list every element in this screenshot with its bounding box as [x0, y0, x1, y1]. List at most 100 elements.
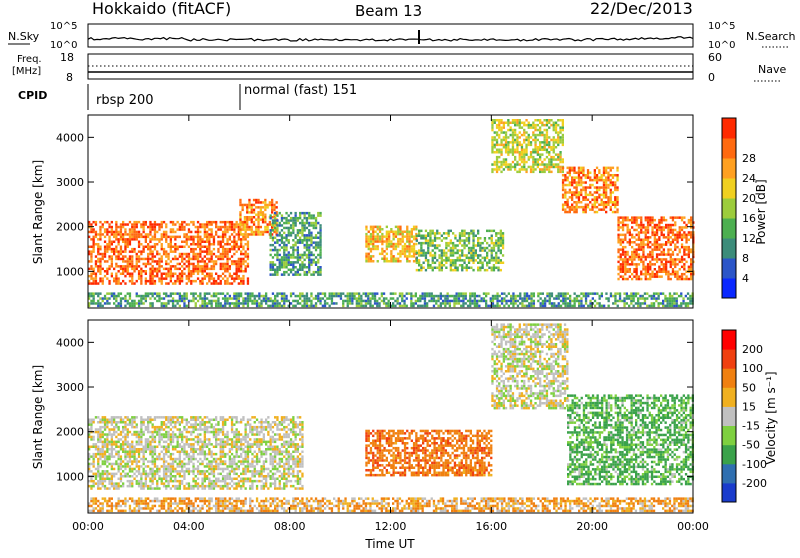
power-cell [690, 266, 692, 269]
power-cell [288, 222, 290, 225]
power-cell [532, 168, 534, 171]
power-cell [377, 260, 379, 263]
power-cell [622, 226, 624, 229]
power-cell [317, 222, 319, 225]
velocity-cell [97, 485, 99, 488]
power-cell [167, 270, 169, 273]
power-cell [129, 263, 131, 266]
power-cell [226, 238, 228, 241]
power-cell [378, 305, 380, 308]
power-cell [124, 270, 126, 273]
power-cell [533, 292, 535, 295]
power-cell [546, 141, 548, 144]
velocity-cell [115, 441, 117, 444]
power-cell [654, 236, 656, 239]
power-cell [97, 300, 99, 303]
power-cell [445, 262, 447, 265]
power-cell [534, 151, 536, 154]
power-cell [220, 275, 222, 278]
power-cell [461, 244, 463, 247]
velocity-cell [102, 470, 104, 473]
power-cell [255, 199, 257, 202]
power-cell [222, 221, 224, 224]
power-cell [145, 273, 147, 276]
power-cell [416, 252, 418, 255]
power-cell [317, 241, 319, 244]
power-cell [386, 245, 388, 248]
velocity-cell [97, 416, 99, 419]
power-cell [260, 211, 262, 214]
power-cell [674, 246, 676, 249]
power-cell [562, 167, 564, 170]
velocity-cell [118, 416, 120, 419]
power-cell [567, 176, 569, 179]
power-cell [530, 297, 532, 300]
power-cell [242, 263, 244, 266]
power-cell [140, 250, 142, 253]
power-cell [658, 258, 660, 261]
power-cell [454, 252, 456, 255]
power-cell [190, 243, 192, 246]
power-cell [211, 300, 213, 303]
power-cell [281, 239, 283, 242]
power-cell [517, 305, 519, 308]
power-cell [585, 191, 587, 194]
power-cell [495, 254, 497, 257]
power-cell [576, 172, 578, 175]
power-cell [215, 282, 217, 285]
velocity-cell [102, 441, 104, 444]
power-cell [247, 248, 249, 251]
power-cell [213, 260, 215, 263]
power-cell [197, 246, 199, 249]
power-cell [363, 300, 365, 303]
power-cell [534, 139, 536, 142]
power-cell [152, 280, 154, 283]
power-cell [571, 300, 573, 303]
power-cell [645, 268, 647, 271]
power-cell [108, 302, 110, 305]
power-cell [224, 275, 226, 278]
power-cell [188, 236, 190, 239]
power-cell [263, 295, 265, 298]
power-cell [485, 300, 487, 303]
velocity-cell [97, 436, 99, 439]
power-cell [679, 268, 681, 271]
power-cell [424, 302, 426, 305]
power-cell [120, 300, 122, 303]
power-cell [295, 241, 297, 244]
power-cell [596, 206, 598, 209]
power-cell [676, 231, 678, 234]
power-cell [512, 305, 514, 308]
power-cell [500, 244, 502, 247]
power-cell [251, 233, 253, 236]
velocity-cell [102, 446, 104, 449]
velocity-cell [113, 482, 115, 485]
power-cell [378, 302, 380, 305]
power-cell [156, 223, 158, 226]
velocity-cell [120, 478, 122, 481]
power-cell [292, 239, 294, 242]
power-cell [97, 246, 99, 249]
power-cell [211, 233, 213, 236]
power-cell [671, 300, 673, 303]
power-cell [661, 253, 663, 256]
power-cell [438, 269, 440, 272]
power-cell [512, 122, 514, 125]
power-cell [279, 244, 281, 247]
power-cell [620, 258, 622, 261]
power-cell [670, 248, 672, 251]
power-cell [646, 292, 648, 295]
velocity-cell [124, 423, 126, 426]
power-cell [617, 273, 619, 276]
power-cell [365, 235, 367, 238]
power-cell [491, 267, 493, 270]
power-cell [233, 305, 235, 308]
power-cell [479, 247, 481, 250]
power-cell [106, 260, 108, 263]
power-cell [281, 292, 283, 295]
power-cell [199, 260, 201, 263]
power-cell [220, 226, 222, 229]
power-cell [539, 158, 541, 161]
power-cell [90, 246, 92, 249]
power-cell [445, 242, 447, 245]
